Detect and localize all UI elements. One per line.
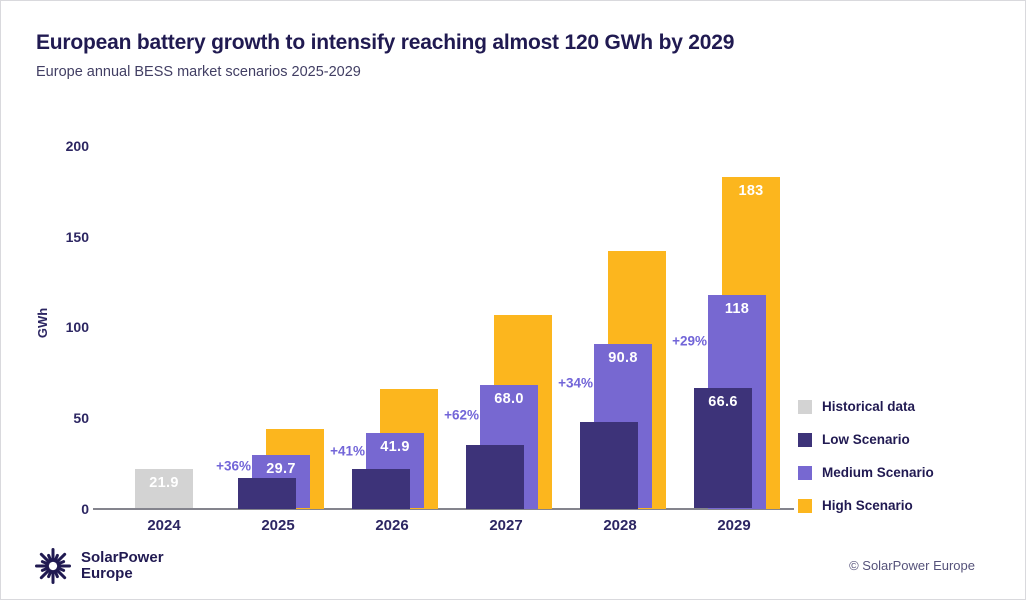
x-tick-2028: 2028 xyxy=(603,517,637,534)
copyright-text: © SolarPower Europe xyxy=(849,558,975,573)
y-tick-50: 50 xyxy=(73,409,89,426)
x-tick-2024: 2024 xyxy=(147,517,181,534)
logo-wordmark: SolarPower Europe xyxy=(81,550,164,582)
growth-label-2029: +29% xyxy=(672,333,707,349)
bar-low-scenario-2025 xyxy=(238,477,296,509)
bar-value-medium-scenario-2026: 41.9 xyxy=(380,438,410,455)
solarpower-europe-logo: SolarPower Europe xyxy=(33,546,164,586)
growth-label-2025: +36% xyxy=(216,458,251,474)
legend-label-high-scenario: High Scenario xyxy=(822,498,913,513)
legend-swatch-historical-data xyxy=(798,399,812,414)
bar-value-medium-scenario-2029: 118 xyxy=(724,300,750,317)
y-tick-100: 100 xyxy=(65,319,89,336)
legend-swatch-medium-scenario xyxy=(798,465,812,480)
sunburst-logo-icon xyxy=(35,548,71,584)
legend-swatch-low-scenario xyxy=(798,432,812,447)
legend-label-medium-scenario: Medium Scenario xyxy=(822,465,934,480)
chart-subtitle: Europe annual BESS market scenarios 2025… xyxy=(36,64,361,80)
y-tick-0: 0 xyxy=(81,500,89,517)
bar-value-high-scenario-2029: 183 xyxy=(738,182,764,199)
legend-swatch-high-scenario xyxy=(798,498,812,513)
x-tick-2025: 2025 xyxy=(261,517,295,534)
x-tick-2027: 2027 xyxy=(489,517,523,534)
bar-historical-data-2024 xyxy=(135,468,193,509)
bar-low-scenario-2028 xyxy=(580,421,638,509)
growth-label-2028: +34% xyxy=(558,375,593,391)
bar-value-historical-data-2024: 21.9 xyxy=(149,474,179,491)
bar-value-medium-scenario-2025: 29.7 xyxy=(266,460,296,477)
x-axis-line xyxy=(93,508,794,510)
legend-item-low-scenario: Low Scenario xyxy=(798,423,1013,456)
x-tick-2026: 2026 xyxy=(375,517,409,534)
y-tick-150: 150 xyxy=(65,228,89,245)
bar-value-medium-scenario-2027: 68.0 xyxy=(494,391,524,408)
legend-label-low-scenario: Low Scenario xyxy=(822,432,910,447)
growth-label-2027: +62% xyxy=(444,407,479,423)
bar-low-scenario-2029 xyxy=(694,387,752,509)
bar-low-scenario-2027 xyxy=(466,445,524,509)
y-tick-200: 200 xyxy=(65,138,89,154)
bar-value-medium-scenario-2028: 90.8 xyxy=(608,349,638,366)
bar-low-scenario-2026 xyxy=(352,468,410,509)
legend-label-historical-data: Historical data xyxy=(822,399,916,414)
legend-item-historical-data: Historical data xyxy=(798,390,1013,423)
growth-label-2026: +41% xyxy=(330,443,365,459)
chart-title: European battery growth to intensify rea… xyxy=(36,31,735,54)
legend-item-medium-scenario: Medium Scenario xyxy=(798,456,1013,489)
logo-line2: Europe xyxy=(81,565,133,582)
chart-legend: Historical data Low Scenario Medium Scenar… xyxy=(798,390,1013,522)
x-tick-2029: 2029 xyxy=(717,517,751,534)
logo-line1: SolarPower xyxy=(81,549,164,567)
bar-value-low-scenario-2029: 66.6 xyxy=(708,393,738,410)
legend-item-high-scenario: High Scenario xyxy=(798,489,1013,522)
